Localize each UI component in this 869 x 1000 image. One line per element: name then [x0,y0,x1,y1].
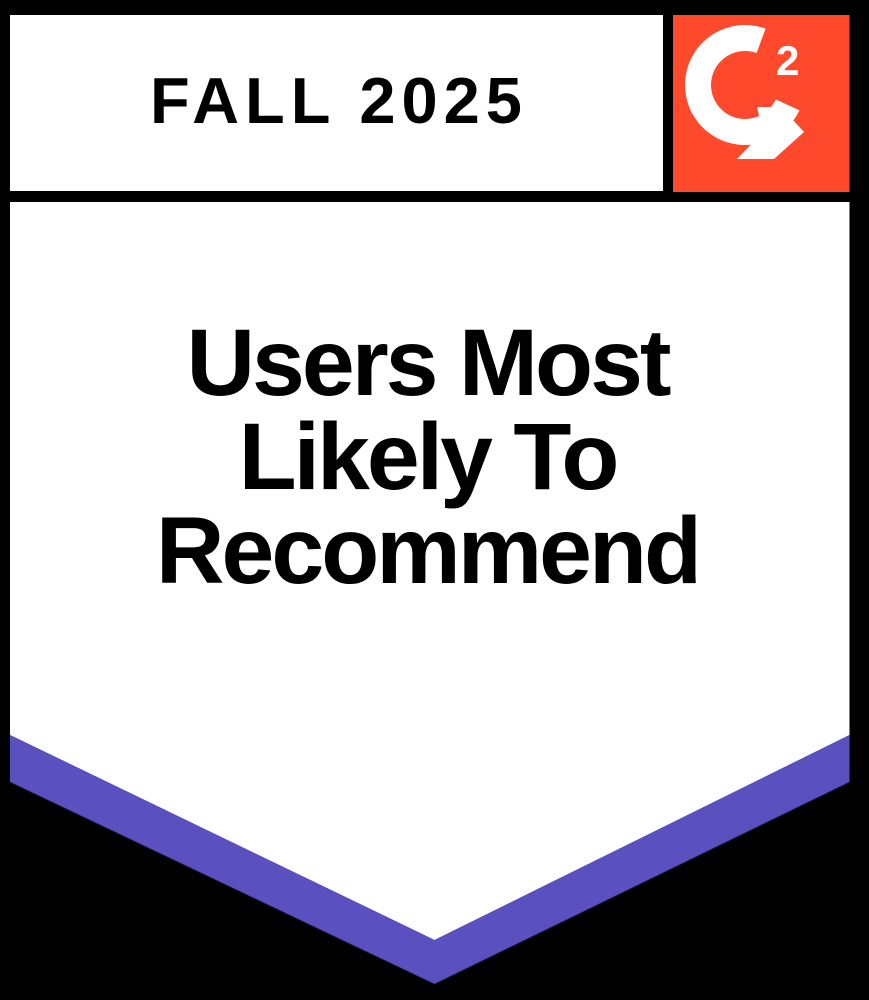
svg-text:2: 2 [776,37,799,84]
